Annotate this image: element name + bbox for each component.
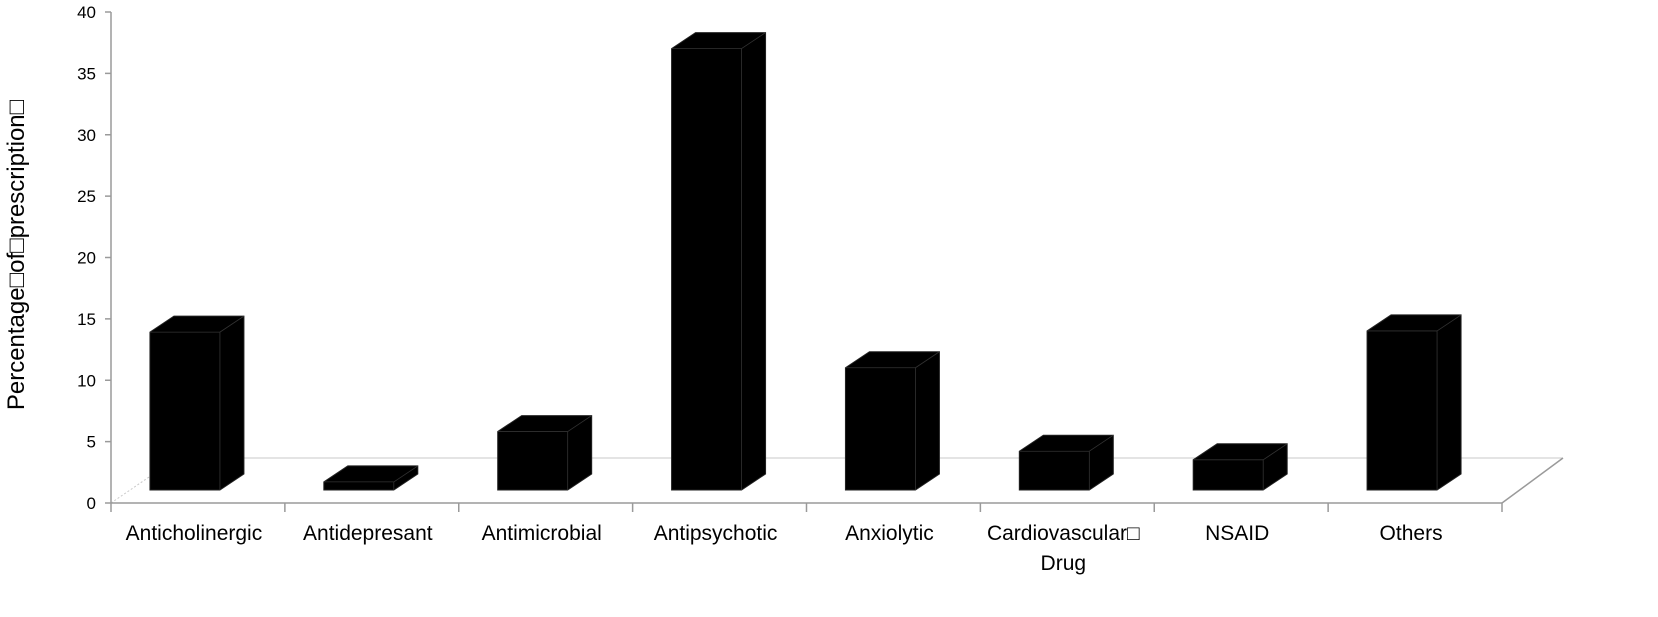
x-category-label: Anticholinergic [126, 522, 263, 545]
y-tick-label: 30 [77, 126, 96, 145]
x-category-label-line: Drug [1041, 552, 1087, 575]
y-tick-label: 5 [87, 433, 96, 452]
bar-edge [741, 32, 766, 49]
bar [844, 351, 940, 491]
bars [149, 32, 1462, 491]
x-category-label: Anxiolytic [845, 522, 934, 545]
x-category-label-line: Anxiolytic [845, 522, 934, 545]
x-category-label-line: Antimicrobial [482, 522, 602, 545]
axes [105, 11, 1503, 512]
bar [149, 315, 245, 491]
floor-right-edge [1501, 457, 1564, 504]
bar-edge [1089, 434, 1114, 452]
y-axis-title: Percentage□of□prescription□ [3, 99, 30, 410]
labels: 0 5 10 15 20 25 30 35 40 Anticholinergic Antidepre… [3, 3, 1443, 575]
x-category-label-line: Anticholinergic [126, 522, 263, 545]
bar-edge [1436, 314, 1462, 332]
x-category-label-line: Antidepresant [303, 522, 433, 545]
floor-left-edge [110, 457, 178, 504]
y-tick-label: 15 [77, 310, 96, 329]
x-category-label: Antidepresant [303, 522, 433, 545]
y-tick-label: 40 [77, 3, 96, 22]
y-tick-label: 0 [87, 494, 96, 513]
bar [671, 32, 767, 491]
x-category-label: Antipsychotic [654, 522, 778, 545]
bar-edge [393, 465, 419, 483]
y-tick-label: 10 [77, 371, 96, 390]
x-category-label: Cardiovascular□ Drug [987, 522, 1140, 575]
bar [1018, 434, 1114, 491]
y-tick-label: 20 [77, 249, 96, 268]
y-tick-label: 25 [77, 187, 96, 206]
x-category-label: Antimicrobial [482, 522, 602, 545]
bar [1192, 443, 1288, 491]
y-tick-label: 35 [77, 64, 96, 83]
bar [1366, 314, 1462, 491]
bar [323, 465, 419, 491]
bar [497, 415, 593, 491]
bar-edge [567, 415, 592, 432]
bar-edge [219, 315, 245, 333]
x-category-label-line: Antipsychotic [654, 522, 778, 545]
bar-edge [915, 351, 940, 369]
x-category-label-line: Cardiovascular□ [987, 522, 1140, 545]
x-category-label-line: Others [1380, 522, 1443, 545]
x-category-label-line: NSAID [1205, 522, 1269, 545]
bar-edge [1262, 443, 1288, 461]
x-category-label: Others [1380, 522, 1443, 545]
x-category-label: NSAID [1205, 522, 1269, 545]
